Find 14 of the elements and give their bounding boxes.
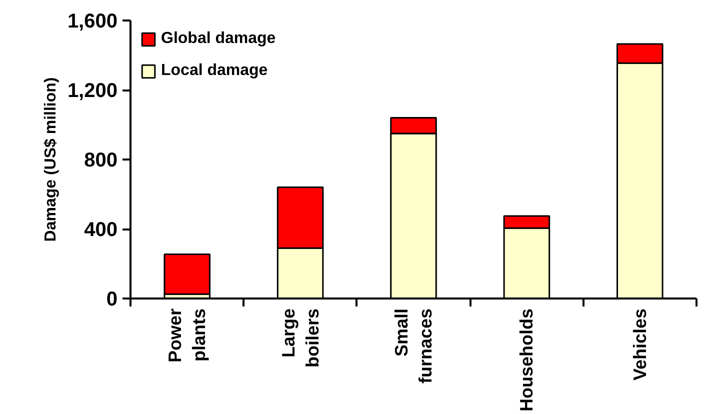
x-tick-label: Vehicles <box>630 308 650 381</box>
y-tick-label: 0 <box>106 288 118 310</box>
y-axis-title: Damage (US$ million) <box>42 77 60 242</box>
bar <box>164 253 210 295</box>
y-tick-label: 1,200 <box>67 80 118 102</box>
y-tick-label: 400 <box>84 219 118 241</box>
x-tick-label: Small furnaces <box>392 308 436 384</box>
y-tick-label: 1,600 <box>67 10 118 32</box>
x-tick-label: Power plants <box>165 308 210 363</box>
x-tick-label: Large boilers <box>278 308 322 368</box>
x-tick-label: Households <box>516 308 537 412</box>
legend-label: Local damage <box>161 62 268 80</box>
y-tick-label: 800 <box>84 150 118 172</box>
legend-label: Global damage <box>161 30 276 48</box>
